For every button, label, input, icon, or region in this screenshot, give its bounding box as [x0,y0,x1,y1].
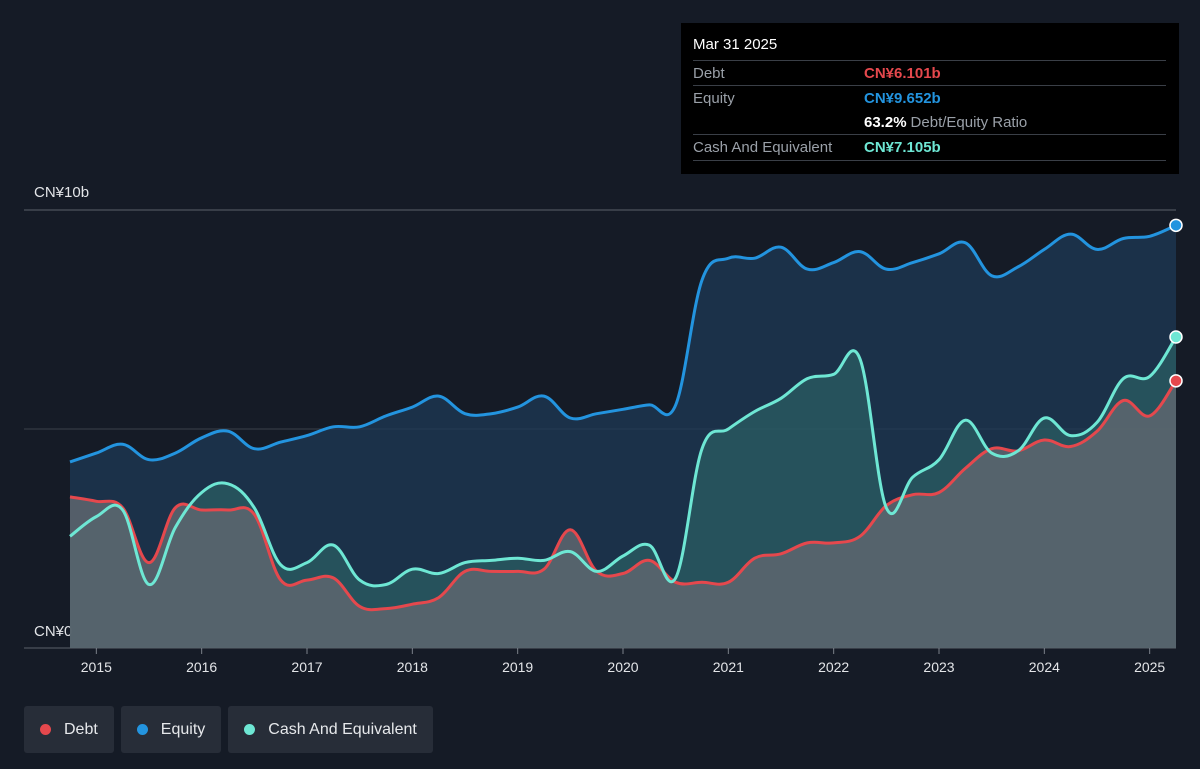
cash-dot-icon [244,724,256,735]
tooltip-panel: Mar 31 2025 Debt CN¥6.101b Equity CN¥9.6… [681,23,1179,174]
tooltip-debt-value: CN¥6.101b [864,64,941,82]
debt-area [70,380,1176,648]
debt-equity-chart: CN¥10b CN¥0 2015 2016 2017 2018 2019 2020 2021… [24,184,1183,675]
tooltip-divider [693,160,1166,161]
series-end-markers [1169,218,1183,388]
cash-line [69,336,1178,588]
equity-end-marker [1169,218,1183,233]
y-axis-top-label: CN¥10b [34,184,89,201]
tooltip-row-ratio: 63.2% Debt/Equity Ratio [693,110,1166,134]
series-areas [70,225,1176,649]
tooltip-row-debt: Debt CN¥6.101b [693,60,1166,85]
tooltip-ratio-label: Debt/Equity Ratio [910,113,1028,131]
x-tick-label-2015: 2015 [81,659,112,675]
cash-end-marker [1169,330,1183,344]
x-tick-label-2022: 2022 [818,659,849,675]
equity-dot-icon [136,724,148,735]
legend-equity-label: Equity [160,720,206,738]
x-tick-label-2017: 2017 [291,659,322,675]
debt-dot-icon [40,724,51,735]
legend-cash-label: Cash And Equivalent [268,720,417,738]
x-tick-label-2025: 2025 [1134,659,1165,675]
x-tick-label-2021: 2021 [713,659,744,675]
legend-item-cash[interactable]: Cash And Equivalent [228,706,433,753]
debt-end-marker [1169,374,1183,388]
legend-item-debt[interactable]: Debt [24,706,114,753]
tooltip-equity-label: Equity [693,89,735,107]
y-axis-bottom-label: CN¥0 [34,623,72,640]
equity-line [69,223,1177,464]
legend-item-equity[interactable]: Equity [120,706,222,753]
tooltip-equity-value: CN¥9.652b [864,89,941,107]
tooltip-row-cash: Cash And Equivalent CN¥7.105b [693,134,1166,159]
tooltip-debt-label: Debt [693,64,725,82]
tooltip-cash-value: CN¥7.105b [864,138,941,156]
debt-line [69,379,1178,612]
x-tick-label-2024: 2024 [1029,659,1060,675]
x-axis-ticks: 2015 2016 2017 2018 2019 2020 2021 2022 2023 2024… [81,648,1165,675]
x-tick-label-2019: 2019 [502,659,533,675]
tooltip-cash-label: Cash And Equivalent [693,138,833,156]
x-tick-label-2020: 2020 [607,659,638,675]
tooltip-ratio-value: 63.2% [864,113,907,131]
chart-legend: Debt Equity Cash And Equivalent [24,706,433,753]
series-lines [69,223,1178,612]
tooltip-row-equity: Equity CN¥9.652b [693,85,1166,110]
legend-debt-label: Debt [64,720,98,738]
tooltip-date: Mar 31 2025 [693,36,778,53]
x-tick-label-2023: 2023 [923,659,954,675]
x-tick-label-2018: 2018 [397,659,428,675]
x-tick-label-2016: 2016 [186,659,217,675]
